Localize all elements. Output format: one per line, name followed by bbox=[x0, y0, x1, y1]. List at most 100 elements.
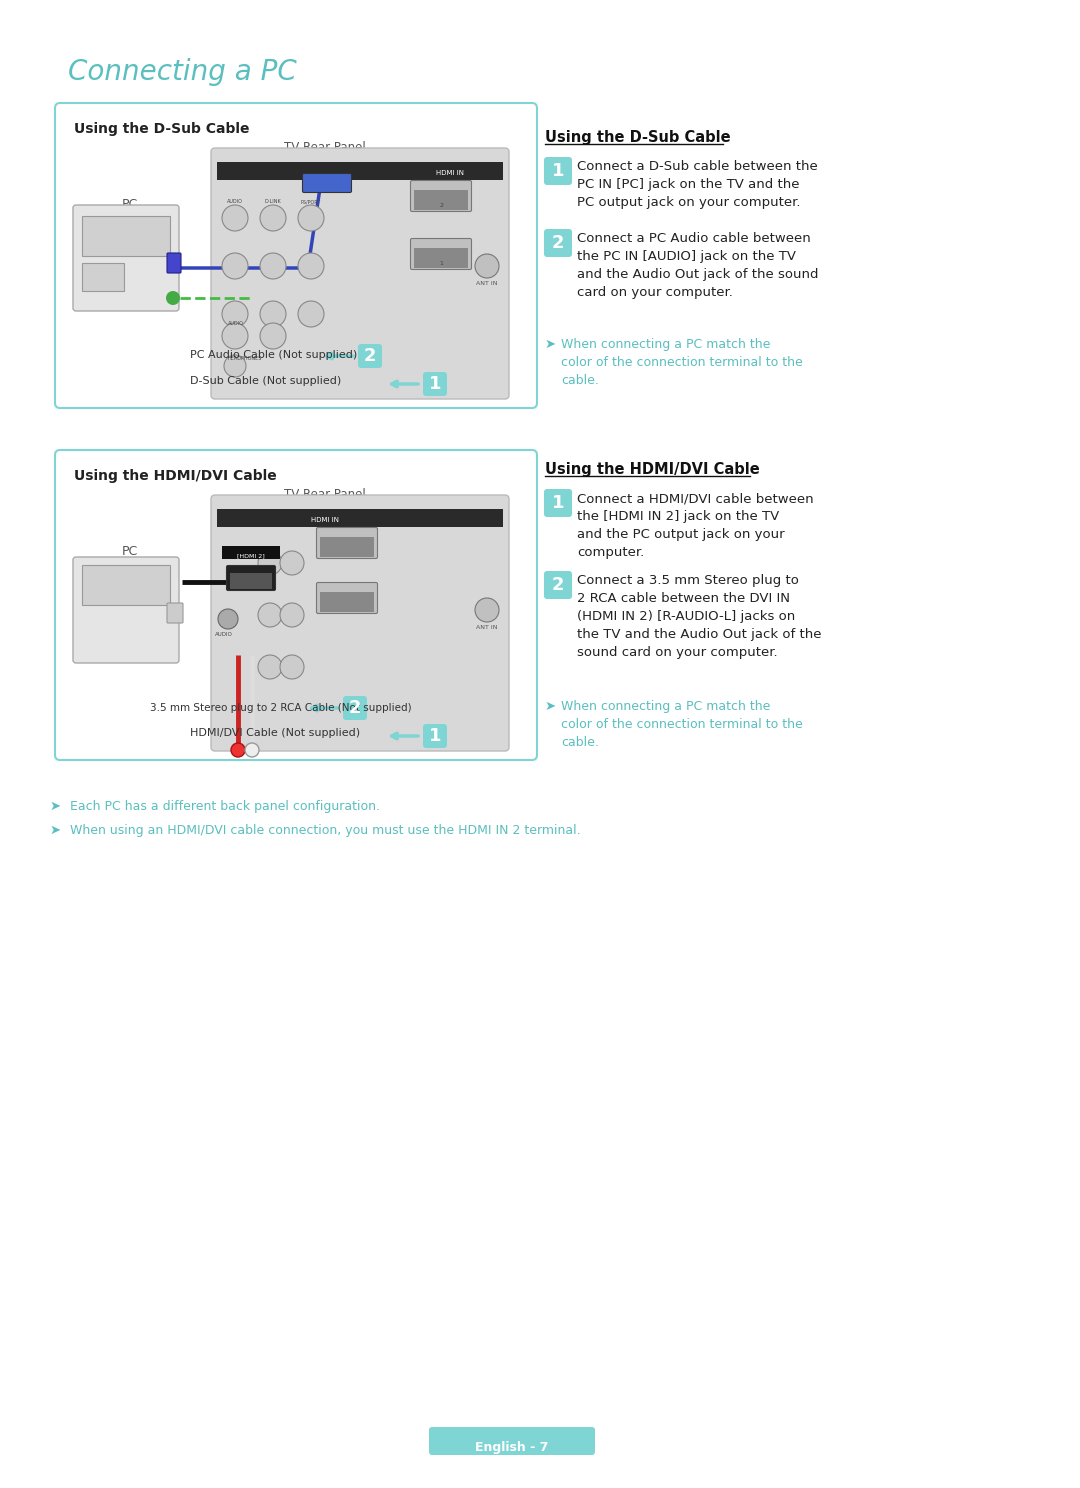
FancyBboxPatch shape bbox=[227, 565, 275, 591]
Circle shape bbox=[222, 205, 248, 231]
Circle shape bbox=[218, 609, 238, 629]
Bar bbox=[414, 248, 468, 268]
Circle shape bbox=[222, 253, 248, 280]
Text: 1: 1 bbox=[440, 260, 443, 266]
FancyBboxPatch shape bbox=[544, 158, 572, 185]
FancyBboxPatch shape bbox=[343, 696, 367, 720]
Text: TV Rear Panel: TV Rear Panel bbox=[284, 488, 366, 501]
Bar bbox=[217, 509, 503, 527]
Bar bbox=[82, 565, 170, 606]
Circle shape bbox=[475, 254, 499, 278]
Circle shape bbox=[260, 301, 286, 327]
FancyBboxPatch shape bbox=[73, 557, 179, 664]
Text: When connecting a PC match the
color of the connection terminal to the
cable.: When connecting a PC match the color of … bbox=[561, 699, 802, 748]
Text: Connect a HDMI/DVI cable between
the [HDMI IN 2] jack on the TV
and the PC outpu: Connect a HDMI/DVI cable between the [HD… bbox=[577, 493, 813, 559]
Text: PS/PORT: PS/PORT bbox=[301, 199, 321, 204]
Text: ➤: ➤ bbox=[50, 801, 62, 812]
FancyBboxPatch shape bbox=[167, 253, 181, 272]
FancyBboxPatch shape bbox=[423, 725, 447, 748]
Bar bbox=[230, 573, 272, 589]
Text: 3.5 mm Stereo plug to 2 RCA Cable (Not supplied): 3.5 mm Stereo plug to 2 RCA Cable (Not s… bbox=[150, 702, 411, 713]
FancyBboxPatch shape bbox=[302, 174, 351, 192]
Bar bbox=[222, 546, 280, 559]
Text: Each PC has a different back panel configuration.: Each PC has a different back panel confi… bbox=[70, 801, 380, 812]
Text: ➤: ➤ bbox=[545, 338, 556, 351]
Bar bbox=[320, 537, 374, 557]
Circle shape bbox=[245, 743, 259, 757]
Circle shape bbox=[222, 323, 248, 350]
Text: 2: 2 bbox=[349, 699, 361, 717]
Text: Using the D-Sub Cable: Using the D-Sub Cable bbox=[545, 129, 731, 144]
Circle shape bbox=[298, 205, 324, 231]
Text: 1: 1 bbox=[552, 162, 564, 180]
Text: [HDMI 2]: [HDMI 2] bbox=[238, 554, 265, 558]
Text: Connect a PC Audio cable between
the PC IN [AUDIO] jack on the TV
and the Audio : Connect a PC Audio cable between the PC … bbox=[577, 232, 819, 299]
Text: English - 7: English - 7 bbox=[475, 1440, 549, 1454]
Text: 1: 1 bbox=[552, 494, 564, 512]
Circle shape bbox=[258, 655, 282, 679]
Text: HDMI IN: HDMI IN bbox=[311, 516, 339, 522]
Circle shape bbox=[280, 551, 303, 574]
Text: Using the HDMI/DVI Cable: Using the HDMI/DVI Cable bbox=[75, 469, 276, 484]
FancyBboxPatch shape bbox=[410, 238, 472, 269]
Circle shape bbox=[258, 603, 282, 626]
Text: 2: 2 bbox=[552, 576, 564, 594]
Text: 2: 2 bbox=[552, 234, 564, 251]
Circle shape bbox=[298, 253, 324, 280]
FancyBboxPatch shape bbox=[211, 147, 509, 399]
Bar bbox=[414, 190, 468, 210]
FancyBboxPatch shape bbox=[544, 229, 572, 257]
FancyBboxPatch shape bbox=[429, 1427, 595, 1455]
FancyBboxPatch shape bbox=[544, 490, 572, 516]
Text: AUDIO: AUDIO bbox=[215, 632, 233, 637]
Circle shape bbox=[280, 655, 303, 679]
FancyBboxPatch shape bbox=[410, 180, 472, 211]
Text: ➤: ➤ bbox=[545, 699, 556, 713]
Text: PC: PC bbox=[122, 198, 138, 211]
Text: TV Rear Panel: TV Rear Panel bbox=[284, 141, 366, 153]
Text: ANT IN: ANT IN bbox=[476, 625, 498, 629]
FancyBboxPatch shape bbox=[211, 496, 509, 751]
Text: 1: 1 bbox=[429, 375, 442, 393]
Text: HDMI IN: HDMI IN bbox=[436, 170, 464, 176]
FancyBboxPatch shape bbox=[73, 205, 179, 311]
Text: D-Sub Cable (Not supplied): D-Sub Cable (Not supplied) bbox=[190, 376, 341, 385]
Bar bbox=[217, 162, 503, 180]
Circle shape bbox=[260, 253, 286, 280]
Bar bbox=[320, 592, 374, 612]
FancyBboxPatch shape bbox=[167, 603, 183, 623]
Text: Using the D-Sub Cable: Using the D-Sub Cable bbox=[75, 122, 249, 135]
Text: 2: 2 bbox=[364, 347, 376, 365]
FancyBboxPatch shape bbox=[423, 372, 447, 396]
Circle shape bbox=[475, 598, 499, 622]
Circle shape bbox=[260, 205, 286, 231]
Text: PC Audio Cable (Not supplied): PC Audio Cable (Not supplied) bbox=[190, 350, 357, 360]
Text: Connect a 3.5 mm Stereo plug to
2 RCA cable between the DVI IN
(HDMI IN 2) [R-AU: Connect a 3.5 mm Stereo plug to 2 RCA ca… bbox=[577, 574, 822, 659]
Circle shape bbox=[222, 301, 248, 327]
FancyBboxPatch shape bbox=[316, 528, 378, 558]
Text: When using an HDMI/DVI cable connection, you must use the HDMI IN 2 terminal.: When using an HDMI/DVI cable connection,… bbox=[70, 824, 581, 836]
FancyBboxPatch shape bbox=[55, 449, 537, 760]
Circle shape bbox=[166, 292, 180, 305]
Bar bbox=[82, 216, 170, 256]
FancyBboxPatch shape bbox=[55, 103, 537, 408]
Text: HDMI/DVI Cable (Not supplied): HDMI/DVI Cable (Not supplied) bbox=[190, 728, 360, 738]
Text: Using the HDMI/DVI Cable: Using the HDMI/DVI Cable bbox=[545, 461, 759, 478]
Text: ANT IN: ANT IN bbox=[476, 281, 498, 286]
Text: Connecting a PC: Connecting a PC bbox=[68, 58, 297, 86]
Circle shape bbox=[224, 356, 246, 376]
Text: 2: 2 bbox=[438, 202, 443, 208]
Text: D-LINK: D-LINK bbox=[265, 199, 282, 204]
Text: PC: PC bbox=[122, 545, 138, 558]
FancyBboxPatch shape bbox=[357, 344, 382, 368]
Circle shape bbox=[260, 323, 286, 350]
Circle shape bbox=[231, 743, 245, 757]
Text: 1: 1 bbox=[429, 728, 442, 745]
Circle shape bbox=[298, 301, 324, 327]
FancyBboxPatch shape bbox=[316, 582, 378, 613]
Circle shape bbox=[258, 551, 282, 574]
Text: When connecting a PC match the
color of the connection terminal to the
cable.: When connecting a PC match the color of … bbox=[561, 338, 802, 387]
FancyBboxPatch shape bbox=[544, 571, 572, 600]
Bar bbox=[82, 263, 124, 292]
Text: AUDIO: AUDIO bbox=[228, 321, 244, 326]
